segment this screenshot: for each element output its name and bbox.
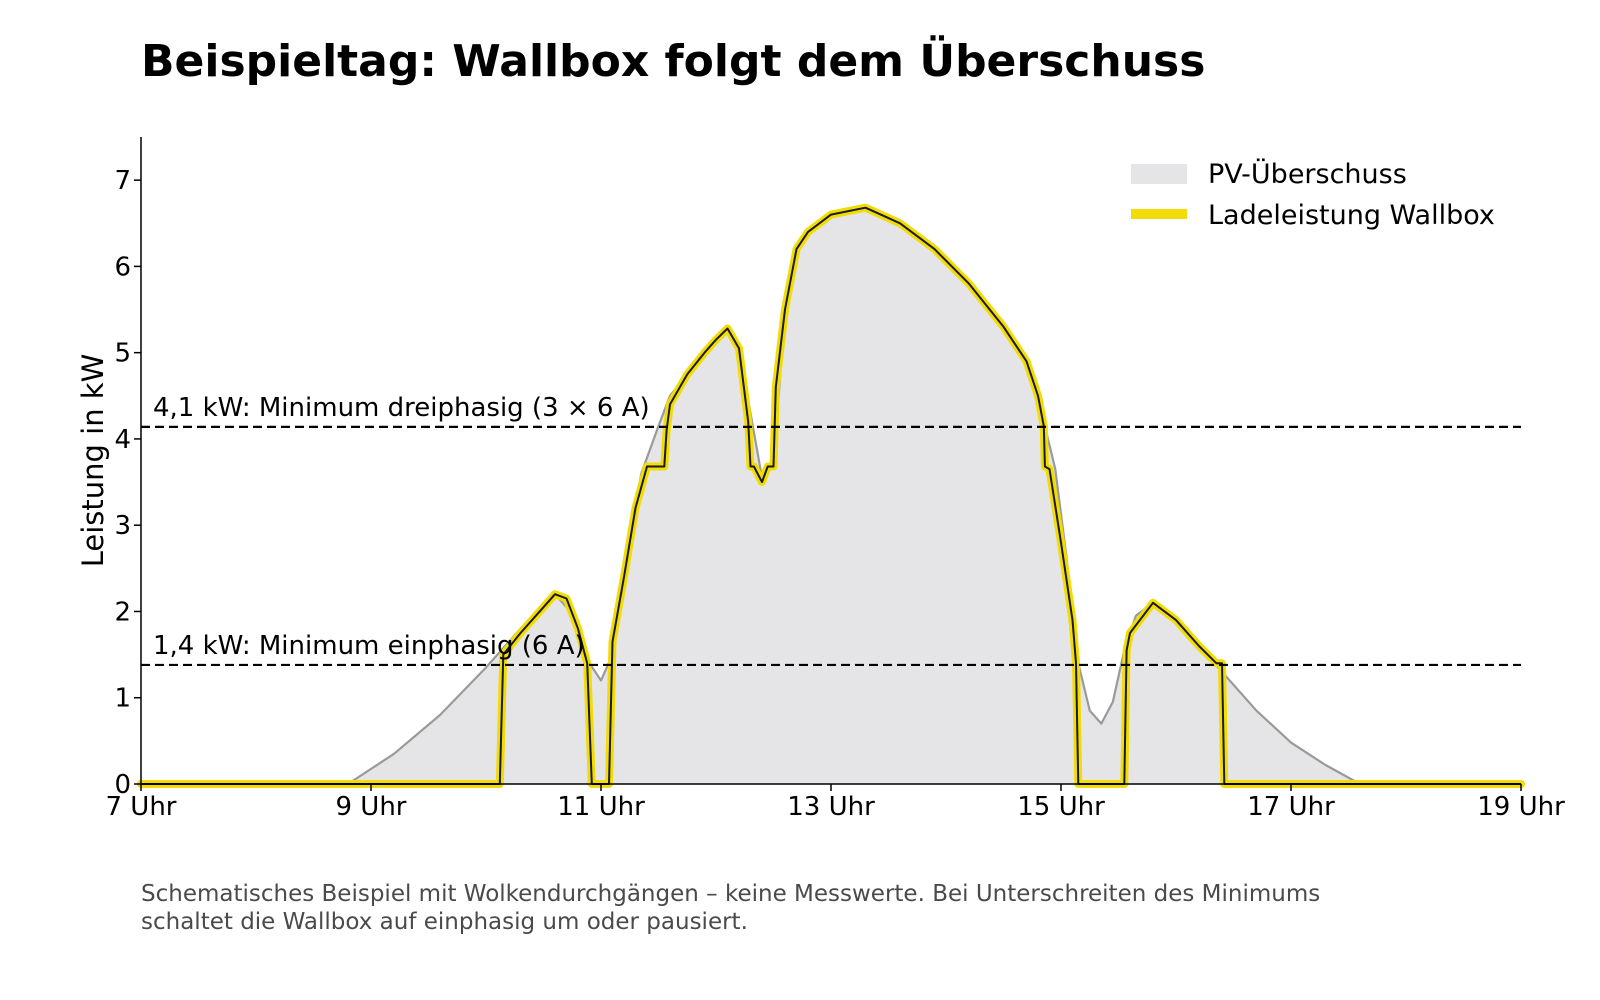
footnote: Schematisches Beispiel mit Wolkendurchgä… (141, 880, 1461, 936)
threshold-label-0: 4,1 kW: Minimum dreiphasig (3 × 6 A) (153, 393, 650, 423)
x-tick-label: 11 Uhr (557, 792, 645, 822)
x-tick-label: 19 Uhr (1477, 792, 1565, 822)
x-tick-label: 13 Uhr (787, 792, 875, 822)
y-tick-label: 1 (114, 684, 131, 714)
legend-swatch-wallbox (1131, 209, 1187, 219)
chart-title: Beispieltag: Wallbox folgt dem Überschus… (141, 36, 1206, 87)
y-tick-label: 0 (114, 770, 131, 800)
footnote-line-2: schaltet die Wallbox auf einphasig um od… (141, 909, 748, 935)
legend-label-wallbox: Ladeleistung Wallbox (1208, 200, 1495, 231)
y-axis-label: Leistung in kW (76, 354, 110, 568)
y-tick-label: 3 (114, 511, 131, 541)
y-tick-label: 6 (114, 252, 131, 282)
y-tick-label: 4 (114, 425, 131, 455)
pv-surplus-area (141, 207, 1521, 784)
threshold-layer: 4,1 kW: Minimum dreiphasig (3 × 6 A) 1,4 … (141, 393, 1521, 667)
legend: PV-Überschuss Ladeleistung Wallbox (1131, 158, 1495, 231)
y-tick-label: 2 (114, 597, 131, 627)
threshold-label-1: 1,4 kW: Minimum einphasig (6 A) (153, 631, 585, 661)
x-tick-label: 15 Uhr (1017, 792, 1105, 822)
x-tick-label: 7 Uhr (105, 792, 176, 822)
pv-surplus-layer (141, 206, 1521, 786)
x-tick-label: 9 Uhr (335, 792, 406, 822)
x-tick-label: 17 Uhr (1247, 792, 1335, 822)
y-tick-label: 7 (114, 166, 131, 196)
y-tick-label: 5 (114, 339, 131, 369)
chart-plot: 4,1 kW: Minimum dreiphasig (3 × 6 A) 1,4 … (76, 137, 1565, 822)
legend-swatch-pv (1131, 164, 1187, 184)
axes-layer: 7 Uhr 9 Uhr 11 Uhr 13 Uhr 15 Uhr 17 Uhr 19 Uhr… (76, 137, 1565, 822)
footnote-line-1: Schematisches Beispiel mit Wolkendurchgä… (141, 881, 1321, 907)
legend-label-pv: PV-Überschuss (1208, 158, 1407, 190)
